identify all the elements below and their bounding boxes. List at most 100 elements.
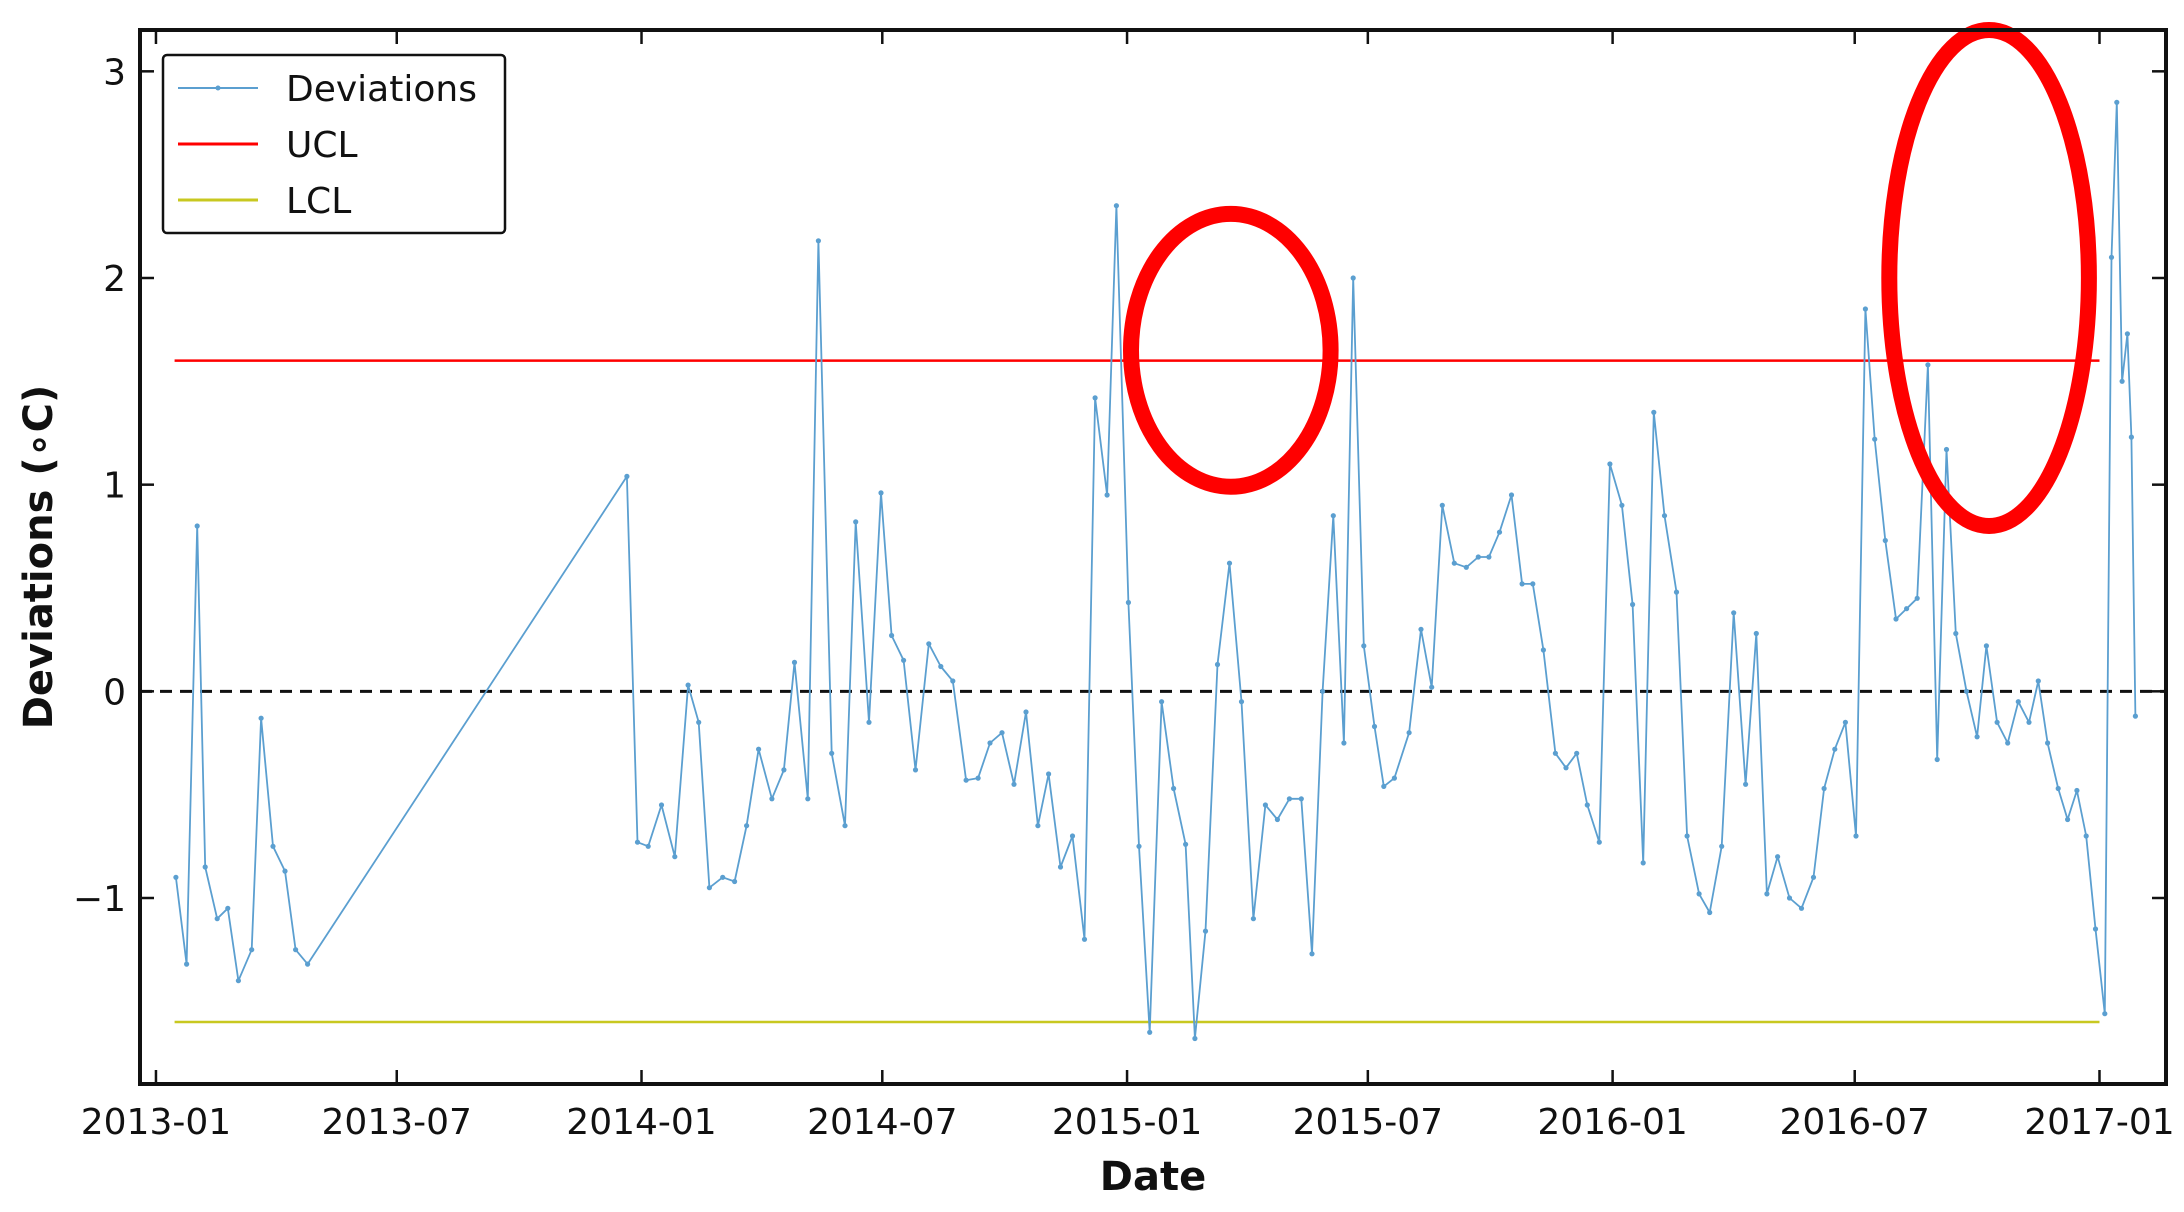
data-point (866, 719, 872, 725)
x-tick-label: 2013-01 (81, 1102, 231, 1143)
data-point (634, 839, 641, 845)
data-point (1630, 601, 1636, 608)
data-point (1619, 502, 1625, 508)
data-point (1125, 599, 1131, 606)
data-point (901, 657, 907, 663)
data-point (889, 632, 895, 639)
data-point (1574, 750, 1580, 756)
data-point (1661, 513, 1668, 519)
data-point (305, 961, 311, 967)
data-point (732, 878, 738, 885)
data-point (1764, 891, 1770, 897)
data-point (1753, 630, 1759, 637)
legend-marker-deviations (215, 85, 221, 91)
legend-label-deviations: Deviations (286, 69, 477, 110)
data-point (2015, 699, 2021, 705)
data-point (756, 746, 762, 752)
data-point (1640, 860, 1646, 866)
data-point (1743, 781, 1749, 787)
data-point (1963, 688, 1970, 694)
data-point (1309, 951, 1315, 957)
data-point (1192, 1035, 1198, 1042)
x-tick-label: 2016-07 (1780, 1102, 1930, 1143)
data-point (1696, 891, 1702, 897)
data-point (1475, 554, 1481, 560)
y-tick-label: 0 (103, 672, 126, 713)
data-point (1011, 781, 1017, 787)
data-point (1673, 589, 1680, 595)
data-point (1298, 796, 1304, 802)
data-point (685, 682, 691, 688)
data-point (2074, 787, 2080, 794)
data-point (938, 663, 944, 670)
data-point (1914, 595, 1920, 601)
data-point (1238, 699, 1245, 705)
data-point (1439, 502, 1445, 508)
data-point (1862, 306, 1868, 312)
data-point (912, 767, 919, 773)
data-point (658, 802, 665, 808)
data-point (1113, 203, 1119, 209)
data-point (1214, 661, 1221, 668)
data-point (1684, 833, 1690, 839)
data-point (1904, 606, 1910, 612)
legend: Deviations UCL LCL (161, 53, 507, 235)
data-point (1391, 775, 1397, 781)
data-point (1202, 928, 1209, 934)
data-point (1023, 709, 1029, 715)
x-tick-label: 2015-01 (1052, 1102, 1202, 1143)
data-point (1943, 446, 1950, 453)
data-point (815, 238, 822, 244)
data-point (225, 905, 231, 911)
data-point (2102, 1011, 2108, 1017)
data-point (2026, 719, 2032, 725)
data-point (878, 490, 884, 496)
data-point (791, 659, 798, 666)
data-point (1719, 843, 1725, 849)
data-point (1596, 839, 1602, 845)
data-point (1821, 785, 1827, 792)
y-tick-label: 1 (103, 466, 126, 507)
data-point (805, 796, 811, 802)
data-point (999, 730, 1005, 736)
data-point (2055, 785, 2061, 792)
data-point (1262, 802, 1268, 808)
data-point (1651, 409, 1657, 415)
data-point (1974, 734, 1980, 740)
data-point (1832, 746, 1838, 752)
y-tick-label: 2 (103, 259, 126, 300)
y-axis-title: Deviations (∘C) (16, 385, 62, 730)
data-point (645, 843, 651, 849)
legend-label-ucl: UCL (286, 125, 358, 166)
data-point (1842, 719, 1848, 725)
data-point (2124, 331, 2130, 337)
data-point (963, 777, 969, 783)
data-point (1486, 554, 1492, 560)
data-point (2119, 378, 2125, 384)
data-point (184, 961, 190, 967)
data-point (2065, 816, 2071, 823)
x-tick-label: 2017-01 (2024, 1102, 2174, 1143)
data-point (1934, 756, 1940, 763)
data-point (987, 740, 993, 746)
data-point (975, 775, 981, 781)
data-point (720, 874, 726, 880)
y-axis: 3 2 1 0 −1 (73, 52, 2166, 920)
data-point (1707, 909, 1713, 916)
data-point (1250, 916, 1256, 922)
data-point (853, 519, 859, 525)
data-point (2132, 713, 2138, 719)
data-point (1429, 684, 1435, 690)
data-point (1882, 537, 1888, 544)
data-point (1092, 395, 1098, 401)
data-point (1775, 854, 1781, 860)
y-tick-label: −1 (73, 879, 126, 920)
data-point (950, 678, 956, 684)
data-point (1893, 616, 1899, 622)
data-point (1552, 750, 1558, 756)
x-tick-label: 2014-07 (807, 1102, 957, 1143)
data-point (781, 767, 787, 773)
data-point (194, 523, 200, 529)
data-point (1274, 816, 1280, 823)
data-point (1418, 626, 1424, 632)
